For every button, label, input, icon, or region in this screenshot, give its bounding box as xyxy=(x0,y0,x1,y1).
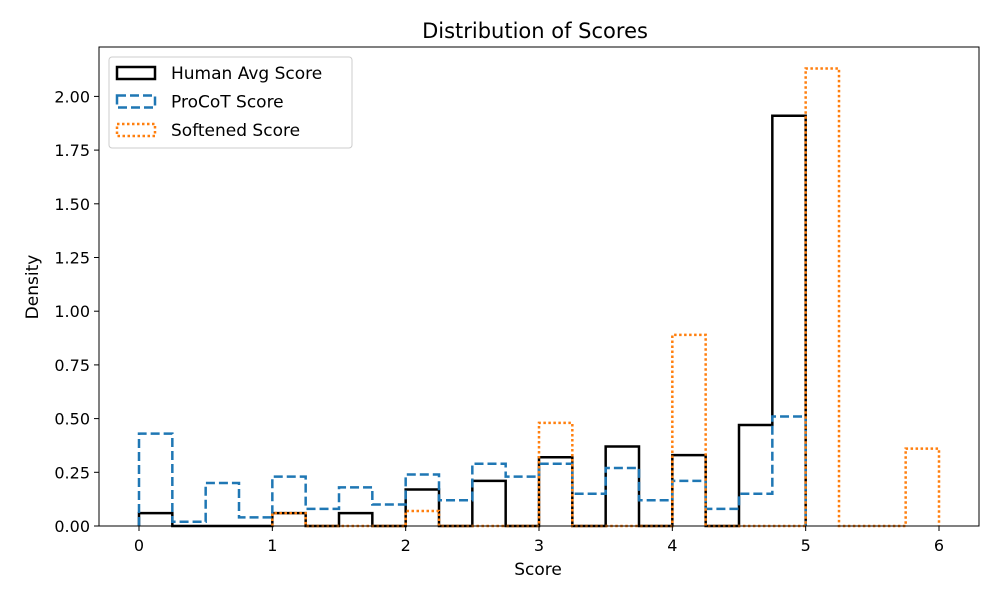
y-tick-label: 1.75 xyxy=(54,141,90,160)
y-axis-label: Density xyxy=(23,255,43,320)
y-tick-label: 2.00 xyxy=(54,87,90,106)
legend: Human Avg Score ProCoT Score Softened Scor… xyxy=(108,56,353,149)
y-tick-label: 1.50 xyxy=(54,195,90,214)
x-tick-label: 1 xyxy=(267,536,277,555)
x-tick-label: 4 xyxy=(667,536,677,555)
chart-title: Distribution of Scores xyxy=(422,19,648,43)
legend-label: ProCoT Score xyxy=(171,93,284,113)
x-tick-label: 0 xyxy=(134,536,144,555)
plot-area xyxy=(98,46,980,528)
legend-label: Softened Score xyxy=(171,121,300,141)
y-tick-label: 0.25 xyxy=(54,463,90,482)
y-tick-label: 0.50 xyxy=(54,410,90,429)
y-tick-label: 1.25 xyxy=(54,249,90,268)
legend-swatch xyxy=(115,65,157,81)
y-tick-label: 0.75 xyxy=(54,356,90,375)
x-axis-label: Score xyxy=(514,560,562,580)
x-tick-label: 3 xyxy=(534,536,544,555)
y-tick-label: 0.00 xyxy=(54,517,90,536)
x-tick-label: 5 xyxy=(801,536,811,555)
legend-label: Human Avg Score xyxy=(171,64,322,84)
x-tick-label: 2 xyxy=(401,536,411,555)
y-axis: 0.00 0.25 0.50 0.75 1.00 1.25 1.50 1.75 2.00 xyxy=(54,87,99,536)
legend-box xyxy=(108,56,353,149)
x-tick-label: 6 xyxy=(934,536,944,555)
y-tick-label: 1.00 xyxy=(54,302,90,321)
x-axis: 0 1 2 3 4 5 6 xyxy=(134,526,944,555)
legend-swatch xyxy=(115,94,157,109)
